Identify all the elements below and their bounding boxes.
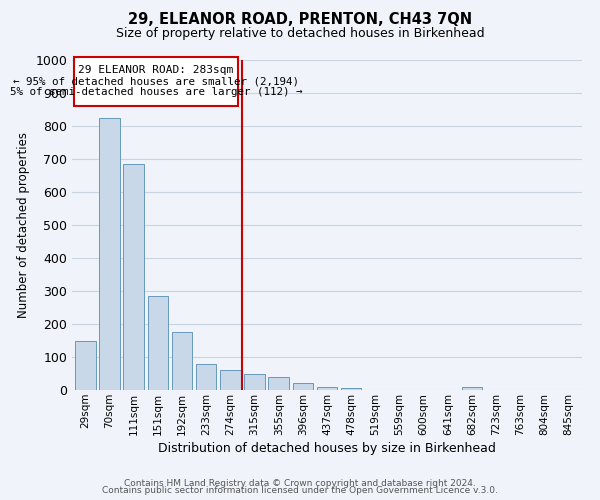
Bar	[293, 384, 313, 390]
Text: Contains public sector information licensed under the Open Government Licence v.: Contains public sector information licen…	[102, 486, 498, 495]
Bar	[317, 386, 337, 390]
Bar	[196, 364, 217, 390]
Text: 29, ELEANOR ROAD, PRENTON, CH43 7QN: 29, ELEANOR ROAD, PRENTON, CH43 7QN	[128, 12, 472, 28]
Text: Size of property relative to detached houses in Birkenhead: Size of property relative to detached ho…	[116, 28, 484, 40]
Bar	[124, 164, 144, 390]
Text: 29 ELEANOR ROAD: 283sqm: 29 ELEANOR ROAD: 283sqm	[79, 65, 233, 75]
FancyBboxPatch shape	[74, 56, 238, 106]
Bar	[75, 340, 95, 390]
X-axis label: Distribution of detached houses by size in Birkenhead: Distribution of detached houses by size …	[158, 442, 496, 455]
Bar	[220, 370, 241, 390]
Text: 5% of semi-detached houses are larger (112) →: 5% of semi-detached houses are larger (1…	[10, 87, 302, 97]
Bar	[341, 388, 361, 390]
Y-axis label: Number of detached properties: Number of detached properties	[17, 132, 30, 318]
Bar	[148, 296, 168, 390]
Text: Contains HM Land Registry data © Crown copyright and database right 2024.: Contains HM Land Registry data © Crown c…	[124, 478, 476, 488]
Bar	[244, 374, 265, 390]
Bar	[462, 386, 482, 390]
Bar	[99, 118, 120, 390]
Text: ← 95% of detached houses are smaller (2,194): ← 95% of detached houses are smaller (2,…	[13, 76, 299, 86]
Bar	[268, 377, 289, 390]
Bar	[172, 332, 192, 390]
